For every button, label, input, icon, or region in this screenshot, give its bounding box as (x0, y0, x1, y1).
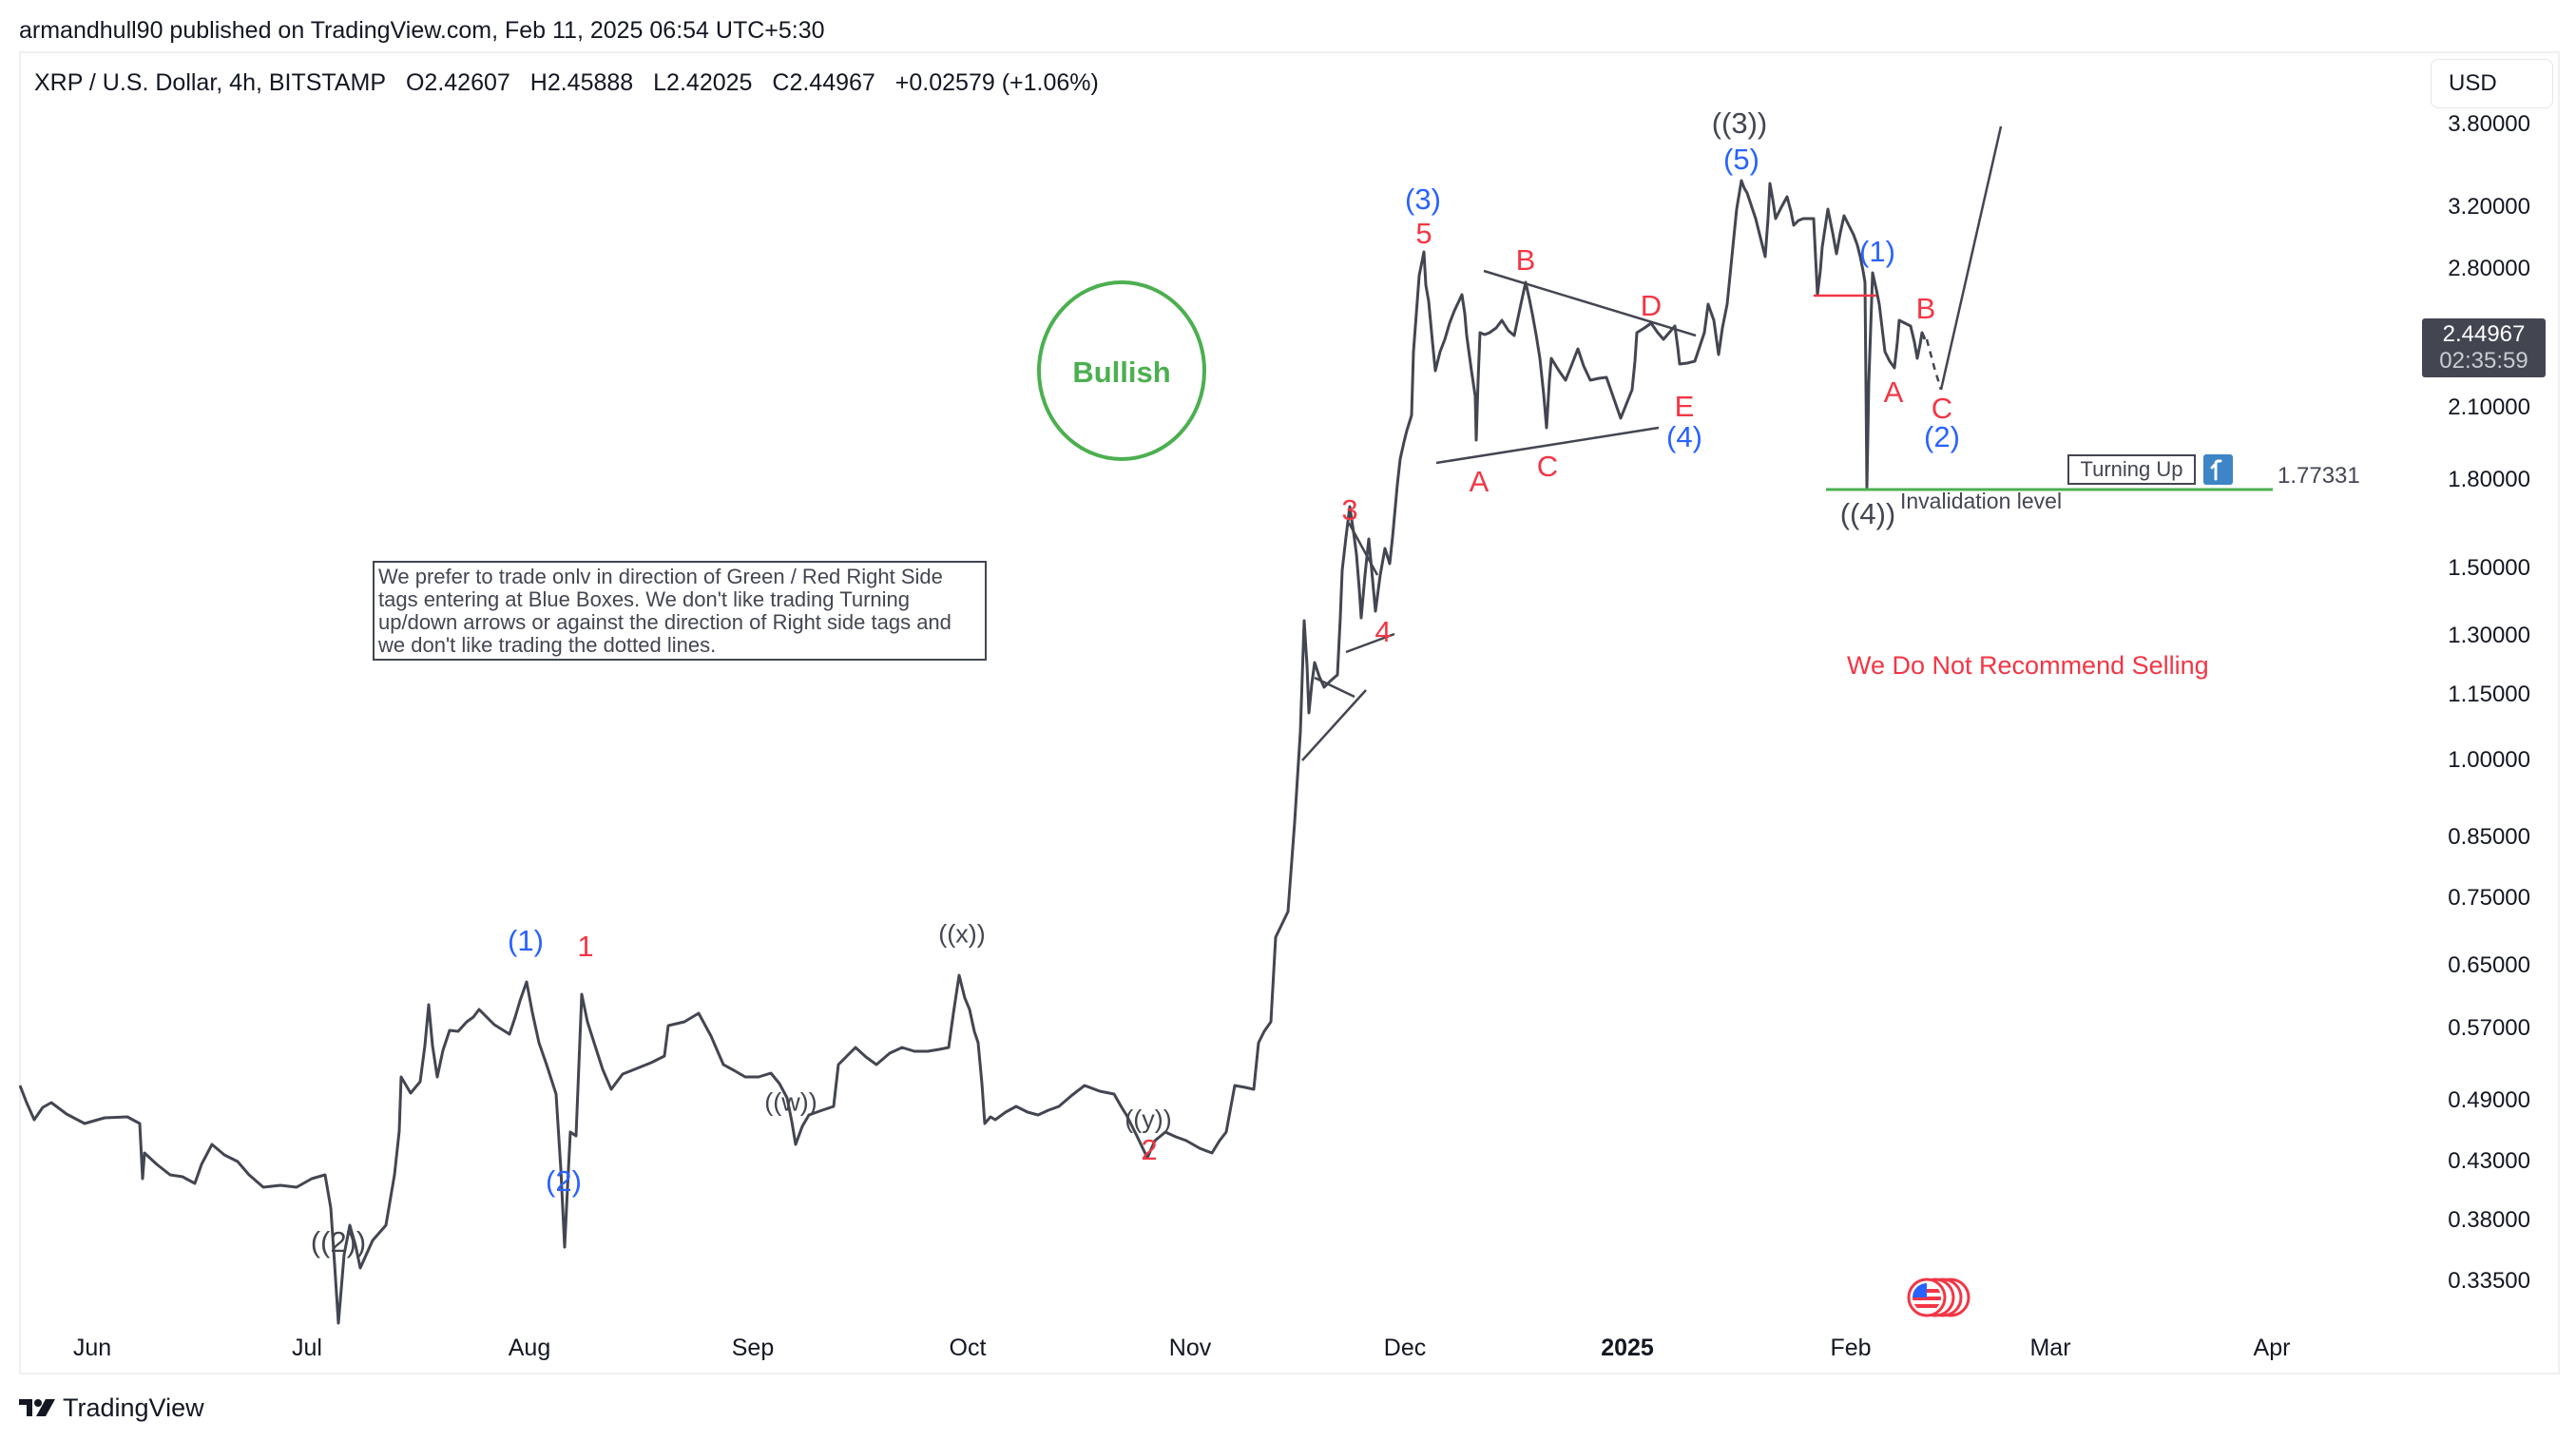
wave-label: (2) (546, 1164, 582, 1198)
price-line (18, 179, 1927, 1325)
ohlc-high: H2.45888 (529, 69, 634, 96)
triangle-upper-line (1483, 269, 1697, 337)
time-tick: Nov (1168, 1335, 1212, 1361)
wave-label: A (1883, 375, 1904, 409)
wave4-line (1345, 632, 1395, 654)
wave-label: ((4)) (1839, 497, 1896, 530)
price-tick: 0.85000 (2448, 824, 2530, 850)
wave-label: (3) (1405, 183, 1441, 216)
symbol-name[interactable]: XRP / U.S. Dollar, 4h, BITSTAMP (34, 69, 387, 96)
wave-label: 5 (1415, 217, 1432, 250)
invalidation-price: 1.77331 (2278, 463, 2360, 489)
currency-button[interactable]: USD (2431, 59, 2553, 108)
wave-label: 2 (1141, 1133, 1158, 1166)
wave-label: (4) (1666, 420, 1702, 453)
price-tick: 3.80000 (2448, 111, 2530, 137)
price-tick: 0.75000 (2448, 885, 2530, 911)
wave-label: (1) (1859, 235, 1895, 268)
time-tick: Oct (949, 1335, 987, 1361)
time-tick: Jul (292, 1335, 322, 1361)
bullish-label: Bullish (1072, 355, 1171, 389)
time-tick: Jun (72, 1335, 112, 1361)
time-tick: 2025 (1601, 1335, 1654, 1361)
warning-text: We Do Not Recommend Selling (1847, 651, 2209, 680)
wave-label: ((3)) (1711, 106, 1768, 140)
wave-label: (1) (508, 924, 544, 957)
time-tick: Sep (731, 1335, 775, 1361)
turning-up-label: Turning Up (2067, 454, 2196, 485)
ohlc-close: C2.44967 (772, 69, 875, 96)
projection-arrow-line (1939, 125, 2003, 391)
wave-label: 1 (577, 930, 594, 963)
last-price: 2.44967 (2442, 321, 2526, 347)
tradingview-logo[interactable]: TradingView (19, 1393, 204, 1422)
time-tick: Mar (2029, 1335, 2071, 1361)
wave-label: E (1674, 390, 1695, 423)
price-tick: 1.00000 (2448, 747, 2530, 773)
wave-label: C (1931, 392, 1953, 425)
symbol-legend: XRP / U.S. Dollar, 4h, BITSTAMP O2.42607… (34, 69, 1112, 97)
price-change: +0.02579 (+1.06%) (894, 69, 1099, 96)
wave-label: 4 (1375, 615, 1392, 648)
wave-label: ((x)) (938, 919, 986, 949)
price-tick: 1.80000 (2448, 467, 2530, 492)
trading-note: We prefer to trade onlv in direction of … (373, 561, 987, 661)
wave-label: ((2)) (310, 1225, 367, 1258)
wave3-line (1347, 522, 1379, 576)
ohlc-open: O2.42607 (405, 69, 510, 96)
ohlc-low: L2.42025 (653, 69, 753, 96)
projection-dashed (1925, 338, 1943, 391)
price-tick: 0.57000 (2448, 1015, 2530, 1041)
turning-up-arrow-icon (2203, 454, 2233, 485)
price-tick: 0.38000 (2448, 1207, 2530, 1233)
price-tick: 1.15000 (2448, 682, 2530, 707)
wave-label: ((w)) (764, 1087, 817, 1117)
price-tick: 2.80000 (2448, 256, 2530, 281)
bar-countdown: 02:35:59 (2439, 348, 2528, 374)
last-price-badge: 2.44967 02:35:59 (2422, 318, 2546, 377)
time-tick: Apr (2253, 1335, 2291, 1361)
wave-label: (2) (1924, 420, 1960, 453)
published-line: armandhull90 published on TradingView.co… (19, 17, 825, 44)
wave-label: (5) (1723, 143, 1759, 176)
small-triangle-upper (1314, 676, 1355, 699)
wave-label: D (1640, 289, 1663, 322)
invalidation-label: Invalidation level (1900, 489, 2063, 513)
time-tick: Aug (508, 1335, 551, 1361)
bullish-circle (1037, 280, 1206, 461)
price-tick: 0.43000 (2448, 1148, 2530, 1174)
small-triangle-lower (1301, 689, 1367, 761)
price-tick: 0.65000 (2448, 952, 2530, 978)
wave-label: B (1915, 292, 1936, 325)
price-tick: 2.10000 (2448, 394, 2530, 420)
chart-frame[interactable] (19, 51, 2560, 1374)
price-tick: 0.33500 (2448, 1268, 2530, 1294)
price-tick: 0.49000 (2448, 1087, 2530, 1113)
triangle-lower-line (1435, 426, 1660, 465)
tradingview-wordmark: TradingView (63, 1393, 204, 1422)
time-tick: Dec (1383, 1335, 1427, 1361)
price-tick: 3.20000 (2448, 194, 2530, 220)
us-events-flag-icon[interactable] (1906, 1276, 1972, 1324)
price-tick: 1.50000 (2448, 555, 2530, 581)
time-tick: Feb (1830, 1335, 1872, 1361)
price-tick: 1.30000 (2448, 623, 2530, 648)
wave-label: 3 (1341, 493, 1358, 527)
wave-label: A (1469, 465, 1490, 498)
wave-label: B (1515, 243, 1536, 277)
tradingview-logo-icon (19, 1399, 55, 1416)
wave-label: ((y)) (1125, 1105, 1172, 1134)
wave-label: C (1536, 450, 1559, 483)
